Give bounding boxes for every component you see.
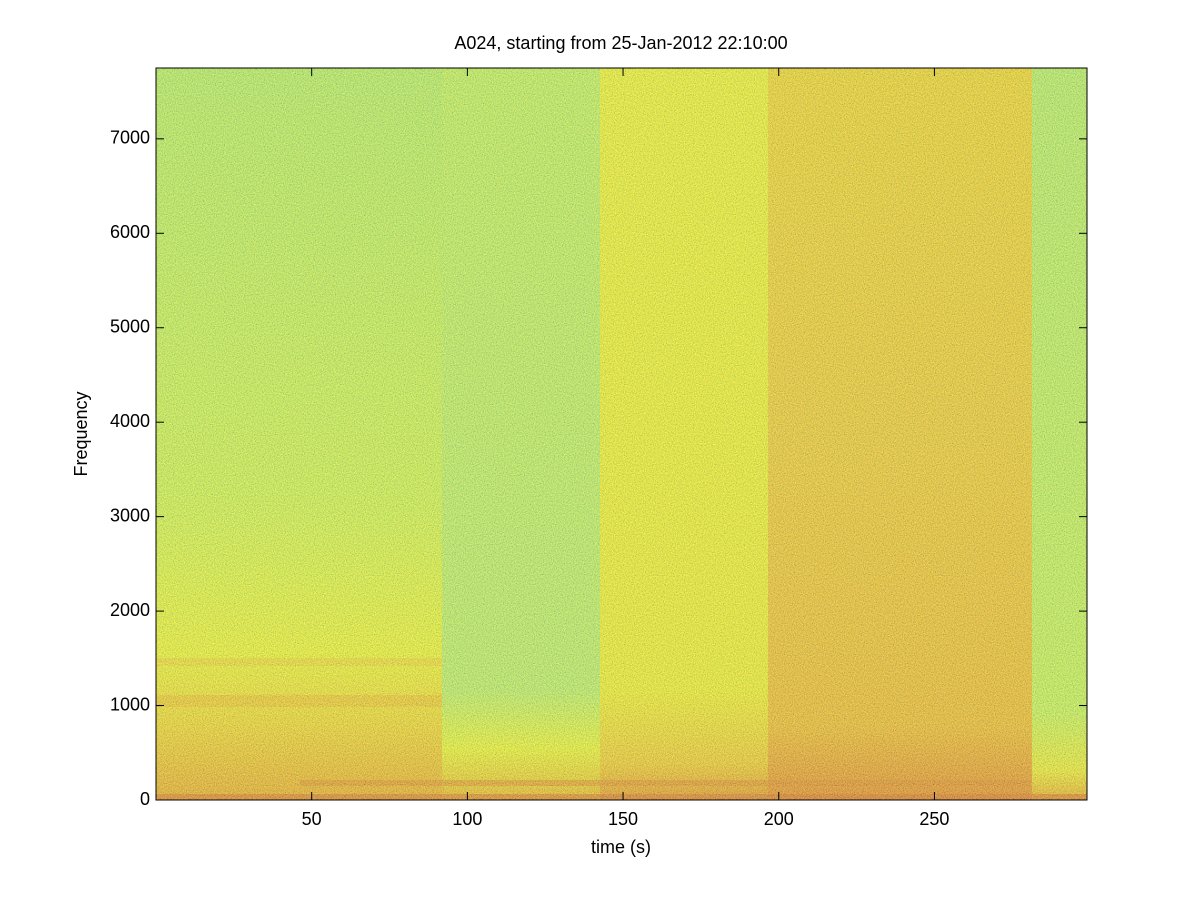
x-tick-label: 100 xyxy=(452,809,482,829)
y-tick-label: 2000 xyxy=(110,600,150,620)
y-tick-label: 7000 xyxy=(110,128,150,148)
x-tick-label: 200 xyxy=(764,809,794,829)
x-axis-label: time (s) xyxy=(591,837,651,857)
x-tick-label: 250 xyxy=(919,809,949,829)
y-tick-label: 5000 xyxy=(110,316,150,336)
noise xyxy=(156,68,1087,800)
x-tick-label: 150 xyxy=(608,809,638,829)
y-tick-label: 4000 xyxy=(110,411,150,431)
y-tick-label: 3000 xyxy=(110,505,150,525)
y-tick-label: 6000 xyxy=(110,222,150,242)
y-tick-label: 0 xyxy=(140,789,150,809)
spectrogram-image xyxy=(156,68,1087,800)
chart-title: A024, starting from 25-Jan-2012 22:10:00 xyxy=(454,33,787,53)
x-tick-label: 50 xyxy=(302,809,322,829)
plot-frame xyxy=(155,67,1088,801)
y-tick-label: 1000 xyxy=(110,694,150,714)
y-axis-label: Frequency xyxy=(71,391,91,476)
